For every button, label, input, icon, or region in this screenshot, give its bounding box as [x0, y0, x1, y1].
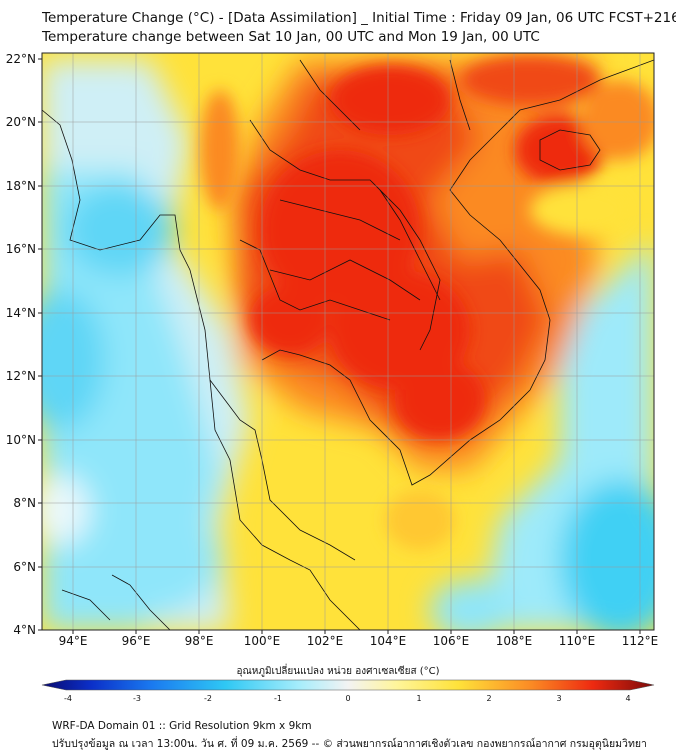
chart-title: Temperature Change (°C) - [Data Assimila… — [42, 10, 676, 26]
colorbar-title: อุณหภูมิเปลี่ยนแปลง หน่วย องศาเซลเซียส (… — [236, 666, 440, 677]
colorbar-tick: 0 — [345, 694, 351, 703]
lon-label: 96°E — [121, 634, 151, 648]
colorbar-tick: 3 — [556, 694, 562, 703]
axis-ticks — [38, 58, 641, 634]
lon-label: 110°E — [558, 634, 596, 648]
lon-label: 98°E — [184, 634, 214, 648]
lat-label: 22°N — [5, 52, 36, 66]
graticule — [42, 53, 654, 630]
colorbar-tick: -4 — [64, 694, 72, 703]
lat-label: 4°N — [13, 623, 36, 637]
colorbar — [41, 679, 655, 691]
lat-label: 18°N — [5, 179, 36, 193]
footer-resolution: WRF-DA Domain 01 :: Grid Resolution 9km … — [52, 720, 312, 732]
lat-label: 10°N — [5, 433, 36, 447]
map-frame — [41, 52, 655, 631]
lon-label: 108°E — [495, 634, 533, 648]
colorbar-tick: 2 — [486, 694, 492, 703]
lon-label: 100°E — [243, 634, 281, 648]
lon-label: 102°E — [306, 634, 344, 648]
colorbar-tick: -3 — [133, 694, 141, 703]
lat-label: 6°N — [13, 560, 36, 574]
lon-label: 106°E — [432, 634, 470, 648]
lat-label: 8°N — [13, 496, 36, 510]
lat-label: 16°N — [5, 242, 36, 256]
coastline-overlay — [42, 59, 654, 630]
lat-label: 14°N — [5, 306, 36, 320]
lat-label: 12°N — [5, 369, 36, 383]
lon-label: 104°E — [369, 634, 407, 648]
temperature-field — [42, 53, 654, 630]
colorbar-tick: -1 — [274, 694, 282, 703]
colorbar-tick: 4 — [625, 694, 631, 703]
lat-label: 20°N — [5, 115, 36, 129]
chart-subtitle: Temperature change between Sat 10 Jan, 0… — [42, 29, 540, 45]
lon-label: 94°E — [58, 634, 88, 648]
lon-label: 112°E — [621, 634, 659, 648]
footer-credit: ปรับปรุงข้อมูล ณ เวลา 13:00น. วัน ศ. ที่… — [52, 738, 647, 750]
colorbar-tick: -2 — [204, 694, 212, 703]
colorbar-tick: 1 — [416, 694, 422, 703]
temperature-change-map — [38, 52, 655, 691]
